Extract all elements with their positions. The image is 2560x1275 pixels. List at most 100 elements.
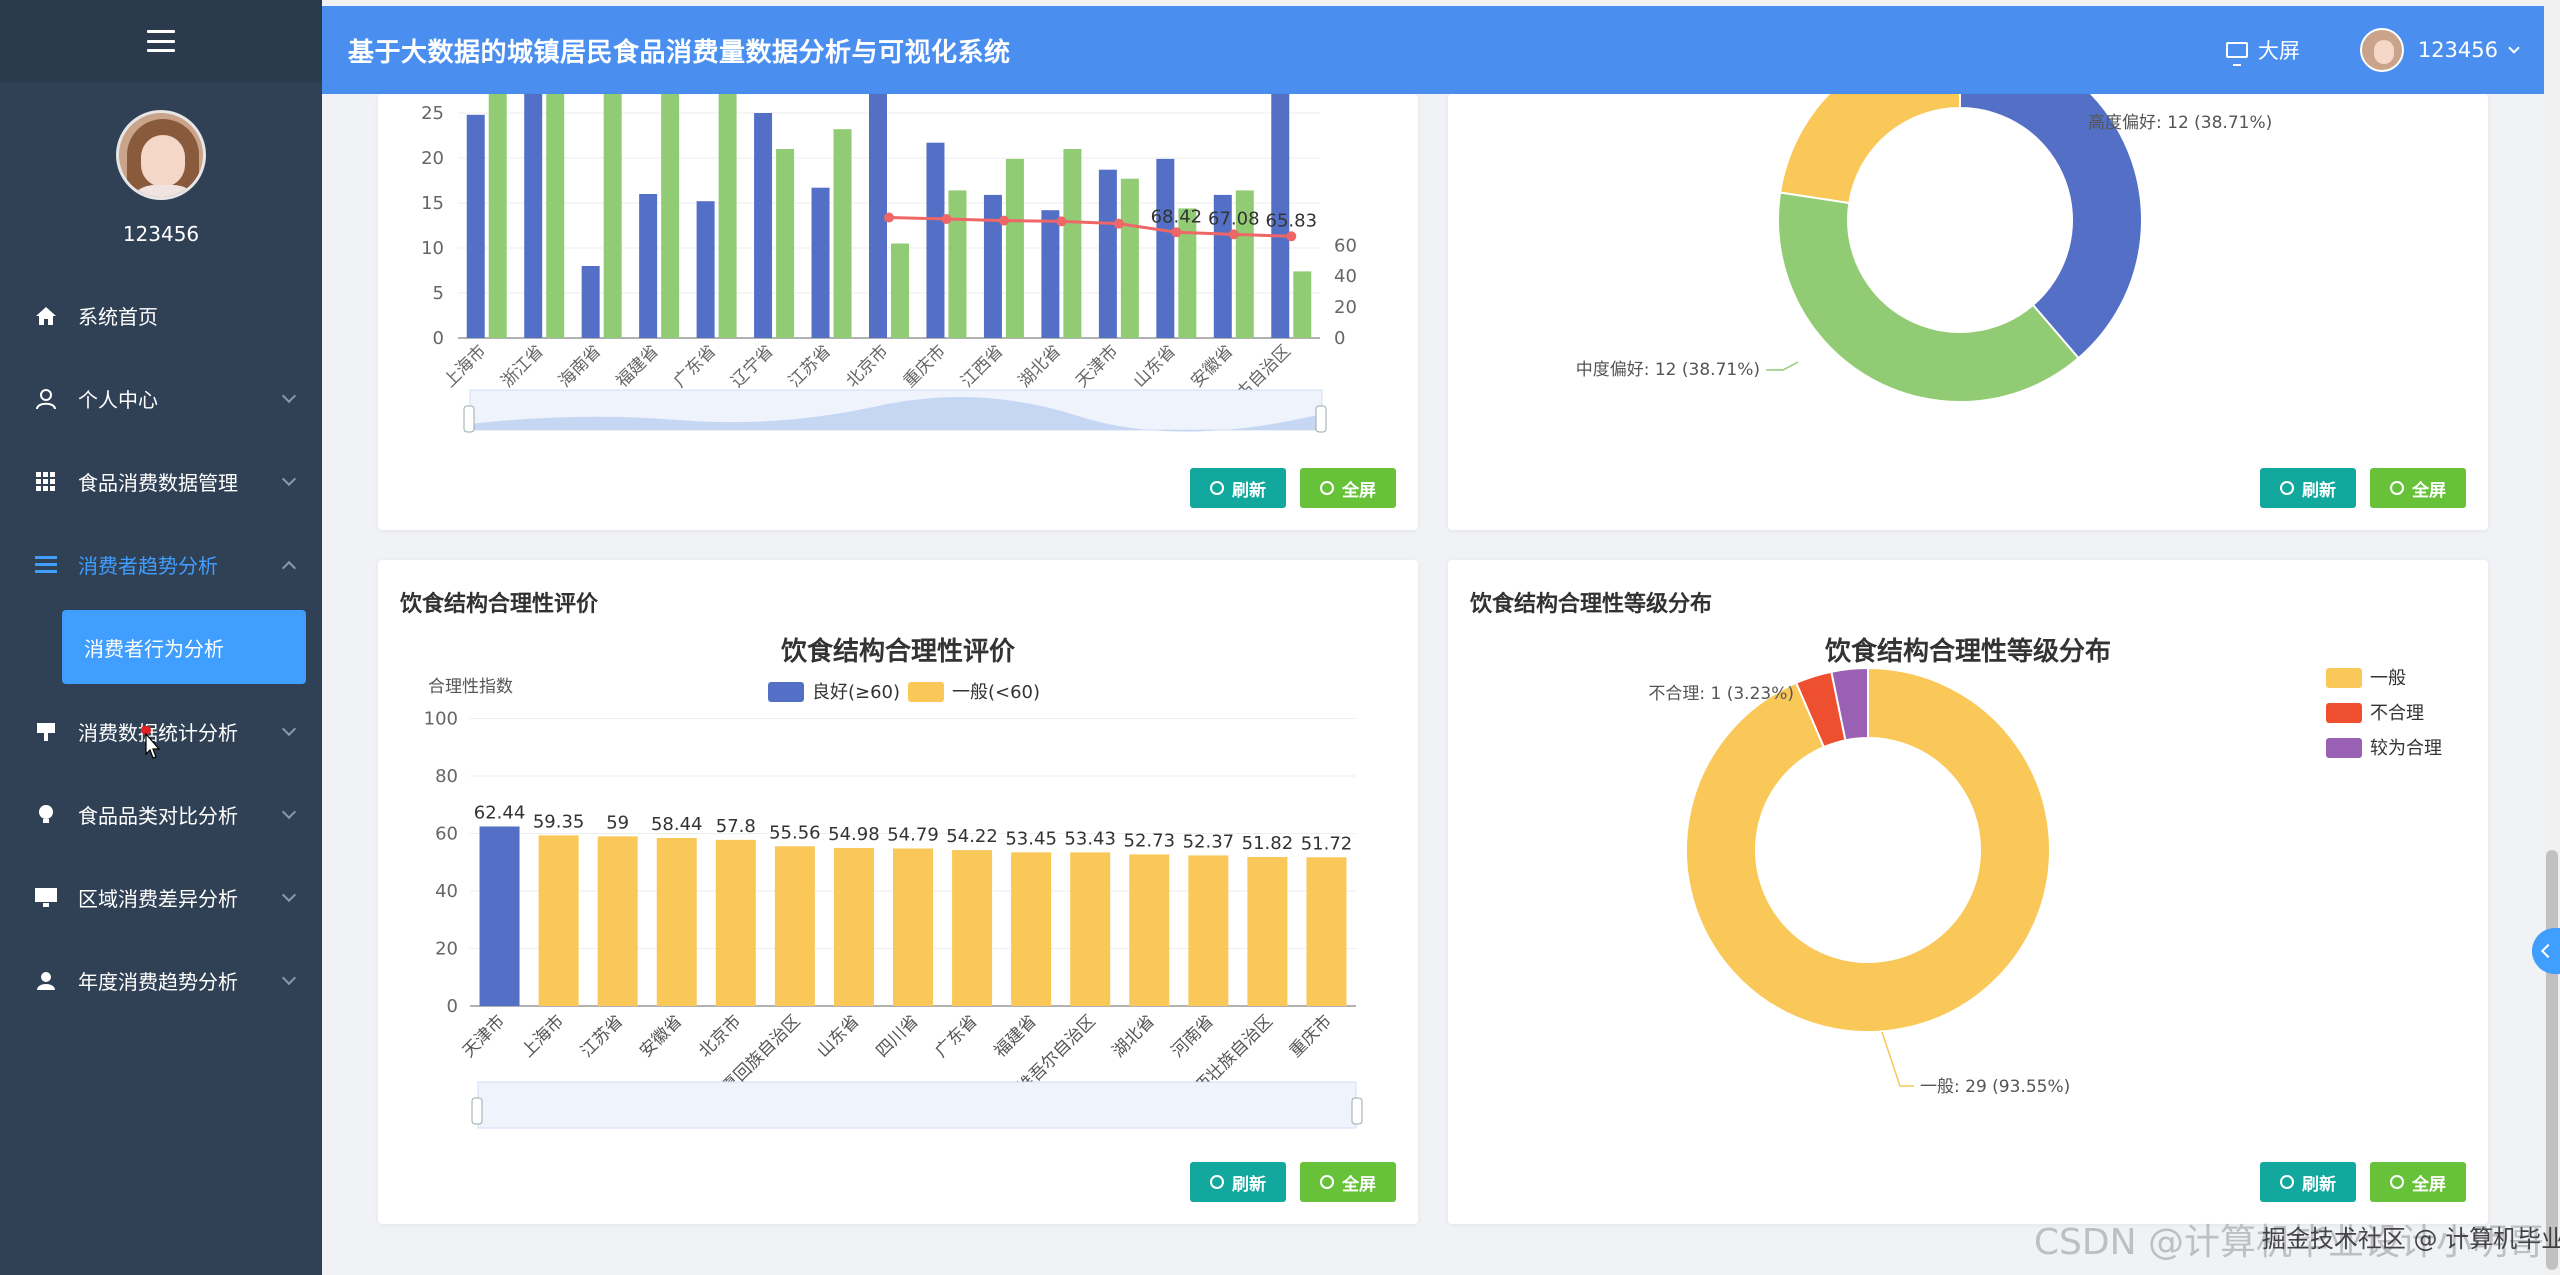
sidebar-item-label: 食品品类对比分析 xyxy=(78,804,238,828)
bar xyxy=(833,129,852,338)
refresh-button[interactable]: 刷新 xyxy=(1190,1162,1286,1202)
sidebar-item-home[interactable]: 系统首页 xyxy=(0,274,322,357)
hamburger-icon[interactable] xyxy=(147,30,175,52)
sidebar-item-label: 食品消费数据管理 xyxy=(78,471,238,495)
bar-value-label: 53.45 xyxy=(1005,828,1057,849)
legend-swatch xyxy=(908,682,944,702)
legend-swatch xyxy=(2326,668,2362,688)
sidebar-subitem-consumer-behavior[interactable]: 消费者行为分析 xyxy=(62,610,306,684)
bar xyxy=(754,113,773,338)
bar xyxy=(696,201,715,338)
side-collapse-tab[interactable] xyxy=(2532,928,2560,974)
fullscreen-button[interactable]: 全屏 xyxy=(2370,1162,2466,1202)
user-icon xyxy=(34,387,58,411)
datazoom-handle-right xyxy=(1351,1097,1363,1125)
refresh-button[interactable]: 刷新 xyxy=(2260,1162,2356,1202)
bar xyxy=(833,847,874,1006)
refresh-icon xyxy=(2280,1175,2294,1189)
scrollbar-thumb[interactable] xyxy=(2546,850,2558,1270)
bar xyxy=(1070,852,1111,1006)
y2-tick-label: 0 xyxy=(1334,328,1345,349)
line-data-label: 65.83 xyxy=(1266,210,1318,231)
sidebar-toggle[interactable] xyxy=(0,0,322,82)
x-tick-label: 广东省 xyxy=(670,341,720,391)
refresh-icon xyxy=(1210,481,1224,495)
fullscreen-button[interactable]: 全屏 xyxy=(1300,1162,1396,1202)
bulb-icon xyxy=(34,803,58,827)
sidebar-item-consumer-trend[interactable]: 消费者趋势分析 xyxy=(0,523,322,606)
card-title: 饮食结构合理性评价 xyxy=(400,592,599,617)
x-tick-label: 北京市 xyxy=(695,1011,745,1061)
bar xyxy=(488,94,507,338)
card-diet-evaluation: 饮食结构合理性评价 饮食结构合理性评价 良好(≥60) 一般(<60) 合理性指数 0 2… xyxy=(378,560,1418,1224)
x-tick-label: 江苏省 xyxy=(785,341,835,391)
consumption-bar-line-chart: 0 5 10 15 20 25 0 20 40 60 上海市 浙江省 海南省 福建省 广东省 辽宁省 江苏省 北京… xyxy=(421,94,1357,433)
watermark-text-overlay: 掘金技术社区 @ 计算机毕业设计小明哥 xyxy=(2261,1225,2560,1253)
user-menu[interactable]: 123456 xyxy=(2359,28,2520,72)
x-tick-label: 山东省 xyxy=(813,1011,863,1061)
x-tick-label: 福建省 xyxy=(990,1011,1040,1061)
sidebar-item-label: 系统首页 xyxy=(78,305,158,329)
y-tick-label: 20 xyxy=(421,148,444,169)
y-tick-label: 10 xyxy=(421,238,444,259)
fullscreen-button[interactable]: 全屏 xyxy=(1300,468,1396,508)
sidebar-item-label: 区域消费差异分析 xyxy=(78,887,238,911)
x-tick-label: 重庆市 xyxy=(900,341,950,391)
datazoom-preview xyxy=(470,397,1322,432)
sidebar: 123456 系统首页 个人中心 食品消费数据管理 消费者趋势 xyxy=(0,0,322,1275)
fullscreen-button[interactable]: 全屏 xyxy=(2370,468,2466,508)
x-tick-label: 上海市 xyxy=(440,341,490,391)
sidebar-item-annual-trend[interactable]: 年度消费趋势分析 xyxy=(0,939,322,1022)
bar-value-label: 54.22 xyxy=(946,826,998,847)
x-tick-label: 重庆市 xyxy=(1286,1011,1336,1061)
line-data-label: 67.08 xyxy=(1208,208,1260,229)
watermark: CSDN @计算机毕业设计小明哥 掘金技术社区 @ 计算机毕业设计小明哥 xyxy=(2034,1213,2560,1265)
x-tick-label: 海南省 xyxy=(555,341,605,391)
fullscreen-label: 全屏 xyxy=(2412,1174,2446,1195)
pie-label: 中度偏好: 12 (38.71%) xyxy=(1576,360,1760,380)
sidebar-item-food-category[interactable]: 食品品类对比分析 xyxy=(0,773,322,856)
y-tick-label: 5 xyxy=(433,283,444,304)
card-diet-level-distribution: 饮食结构合理性等级分布 饮食结构合理性等级分布 一般: 29 (93.55%) 不合… xyxy=(1448,560,2488,1224)
bar-value-label: 58.44 xyxy=(651,814,703,835)
card-title: 饮食结构合理性等级分布 xyxy=(1470,592,1713,617)
y2-tick-label: 20 xyxy=(1334,297,1357,318)
x-tick-label: 天津市 xyxy=(459,1011,509,1061)
x-tick-label: 辽宁省 xyxy=(727,341,777,391)
bar xyxy=(661,94,680,338)
x-tick-label: 河南省 xyxy=(1168,1011,1218,1061)
bar xyxy=(952,850,993,1006)
sidebar-item-consumption-stats[interactable]: 消费数据统计分析 xyxy=(0,690,322,773)
x-tick-label: 天津市 xyxy=(1072,341,1122,391)
sidebar-item-personal[interactable]: 个人中心 xyxy=(0,357,322,440)
page-scrollbar[interactable] xyxy=(2544,0,2560,1275)
x-tick-label: 山东省 xyxy=(1130,341,1180,391)
bar xyxy=(893,848,933,1006)
sidebar-item-regional-diff[interactable]: 区域消费差异分析 xyxy=(0,856,322,939)
bar xyxy=(546,94,565,338)
bar xyxy=(479,826,520,1006)
chevron-down-icon xyxy=(281,471,297,487)
bar xyxy=(1306,857,1347,1006)
list-icon xyxy=(34,553,58,577)
big-screen-button[interactable]: 大屏 xyxy=(2225,35,2300,66)
label-leader-line xyxy=(2051,115,2079,125)
line-point xyxy=(941,214,952,225)
legend-label: 一般 xyxy=(2370,668,2406,689)
refresh-button[interactable]: 刷新 xyxy=(1190,468,1286,508)
pie-slice xyxy=(1830,666,1869,742)
bar-value-label: 52.37 xyxy=(1183,831,1235,852)
bar xyxy=(639,194,658,338)
bar-value-label: 54.98 xyxy=(828,824,880,845)
bar xyxy=(1188,855,1229,1006)
bar xyxy=(891,243,909,338)
bar xyxy=(466,114,485,338)
sidebar-item-food-data[interactable]: 食品消费数据管理 xyxy=(0,440,322,523)
datazoom-handle-left xyxy=(471,1097,483,1125)
refresh-button[interactable]: 刷新 xyxy=(2260,468,2356,508)
bar xyxy=(718,94,737,338)
refresh-icon xyxy=(2280,481,2294,495)
avatar xyxy=(116,110,206,200)
datazoom-slider xyxy=(477,1081,1357,1129)
y-tick-label: 0 xyxy=(433,328,444,349)
